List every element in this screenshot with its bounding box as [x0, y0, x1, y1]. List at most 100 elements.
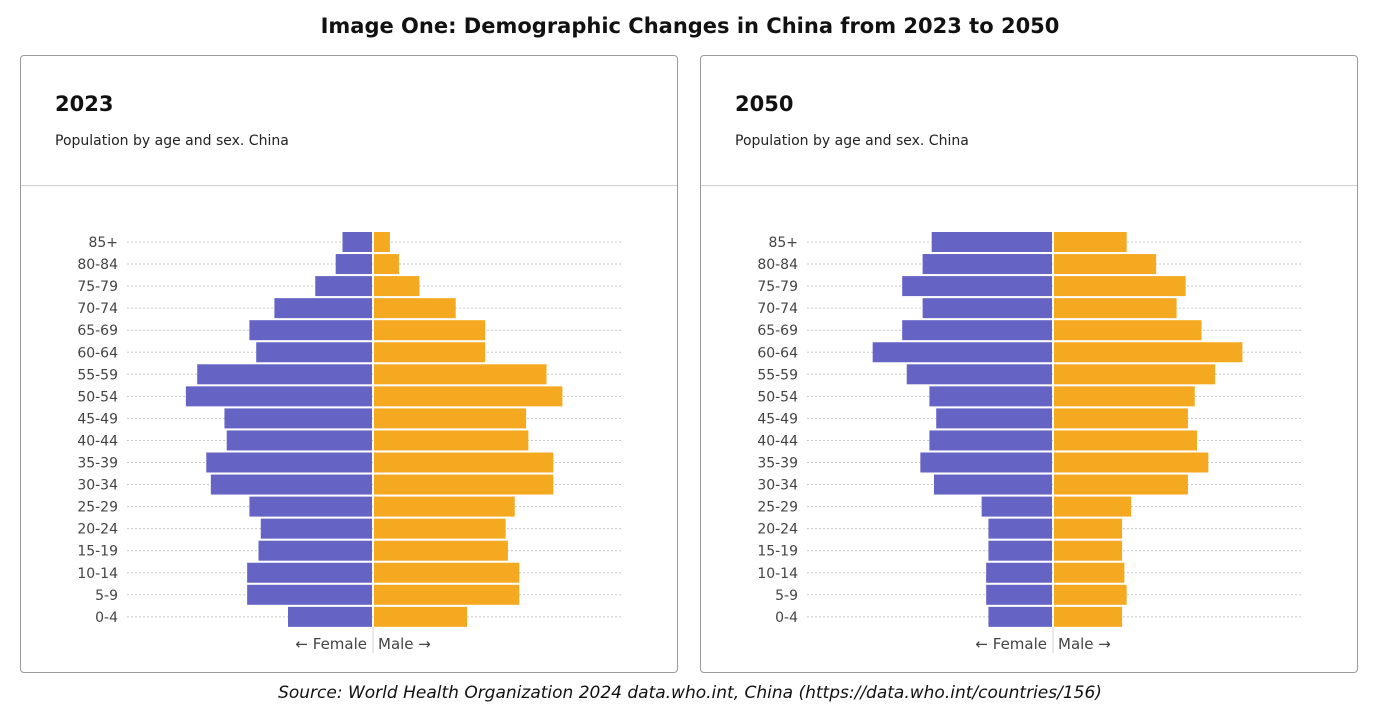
female-bar	[247, 562, 372, 583]
female-bar	[197, 364, 372, 385]
male-bar	[374, 254, 399, 275]
age-tick-label: 50-54	[757, 389, 798, 405]
male-bar	[374, 276, 420, 297]
male-bar	[1054, 386, 1195, 407]
male-bar	[374, 342, 486, 363]
age-tick-label: 35-39	[757, 456, 798, 472]
female-bar	[260, 518, 372, 539]
male-bar	[374, 540, 508, 561]
male-bar	[374, 320, 486, 341]
age-tick-label: 80-84	[757, 257, 798, 273]
panel-subtitle: Population by age and sex. China	[55, 133, 289, 149]
age-tick-label: 10-14	[757, 566, 798, 582]
age-tick-label: 40-44	[77, 433, 118, 449]
female-bar	[206, 452, 372, 473]
age-tick-label: 55-59	[757, 367, 798, 383]
male-bar	[374, 584, 520, 605]
panel-2050: 2050 Population by age and sex. China 85…	[700, 55, 1358, 673]
male-bar	[1054, 232, 1127, 252]
male-bar	[1054, 276, 1186, 297]
female-bar	[986, 562, 1052, 583]
male-bar	[374, 606, 468, 627]
panel-subtitle: Population by age and sex. China	[735, 133, 969, 149]
female-bar	[902, 276, 1052, 297]
age-tick-label: 0-4	[775, 610, 798, 626]
age-tick-label: 15-19	[757, 544, 798, 560]
panel-2023: 2023 Population by age and sex. China 85…	[20, 55, 678, 673]
age-tick-label: 30-34	[77, 478, 118, 494]
age-tick-label: 40-44	[757, 433, 798, 449]
male-bar	[1054, 584, 1127, 605]
male-axis-label: Male →	[378, 635, 431, 653]
male-bar	[1054, 518, 1123, 539]
male-bar	[1054, 496, 1132, 517]
age-tick-label: 5-9	[95, 588, 118, 604]
male-bar	[1054, 408, 1188, 429]
age-tick-label: 30-34	[757, 478, 798, 494]
male-bar	[374, 474, 554, 495]
male-bar	[1054, 562, 1125, 583]
female-bar	[922, 254, 1052, 275]
panel-divider	[701, 185, 1357, 186]
male-bar	[1054, 452, 1209, 473]
age-tick-label: 75-79	[757, 279, 798, 295]
female-bar	[988, 540, 1052, 561]
female-bar	[906, 364, 1052, 385]
source-note: Source: World Health Organization 2024 d…	[278, 683, 1102, 703]
female-bar	[210, 474, 372, 495]
main-title: Image One: Demographic Changes in China …	[320, 14, 1060, 38]
female-bar	[981, 496, 1052, 517]
male-bar	[374, 518, 506, 539]
age-tick-label: 60-64	[757, 345, 798, 361]
female-bar	[247, 584, 372, 605]
female-bar	[335, 254, 372, 275]
age-tick-label: 20-24	[757, 522, 798, 538]
female-bar	[986, 584, 1052, 605]
female-bar	[936, 408, 1052, 429]
female-bar	[342, 232, 372, 252]
male-bar	[374, 430, 529, 451]
female-bar	[922, 298, 1052, 319]
male-bar	[1054, 540, 1123, 561]
population-pyramid-2023: 85+ 80-84 75-79 70-74 65-69 60-64 55-59 50-54 45…	[77, 232, 623, 653]
male-bar	[374, 232, 390, 252]
male-bar	[1054, 254, 1157, 275]
male-bar	[374, 562, 520, 583]
male-bar	[374, 496, 515, 517]
age-tick-label: 85+	[88, 235, 118, 251]
male-bar	[374, 452, 554, 473]
male-bar	[374, 298, 456, 319]
male-bar	[1054, 298, 1177, 319]
age-tick-label: 25-29	[757, 500, 798, 516]
age-tick-label: 45-49	[757, 411, 798, 427]
male-bar	[374, 408, 527, 429]
male-bar	[1054, 342, 1243, 363]
age-tick-label: 75-79	[77, 279, 118, 295]
panel-year: 2050	[735, 92, 794, 116]
male-bar	[1054, 430, 1198, 451]
age-tick-label: 20-24	[77, 522, 118, 538]
age-tick-label: 70-74	[77, 301, 118, 317]
panel-year: 2023	[55, 92, 114, 116]
female-bar	[931, 232, 1052, 252]
female-bar	[249, 320, 372, 341]
female-axis-label: ← Female	[295, 635, 367, 653]
female-bar	[224, 408, 372, 429]
age-tick-label: 65-69	[77, 323, 118, 339]
age-tick-label: 65-69	[757, 323, 798, 339]
age-tick-label: 85+	[768, 235, 798, 251]
age-tick-label: 60-64	[77, 345, 118, 361]
age-tick-label: 10-14	[77, 566, 118, 582]
panel-divider	[21, 185, 677, 186]
female-bar	[933, 474, 1052, 495]
age-tick-label: 70-74	[757, 301, 798, 317]
age-tick-label: 25-29	[77, 500, 118, 516]
age-tick-label: 55-59	[77, 367, 118, 383]
female-axis-label: ← Female	[975, 635, 1047, 653]
female-bar	[988, 606, 1052, 627]
female-bar	[902, 320, 1052, 341]
female-bar	[226, 430, 372, 451]
age-tick-label: 5-9	[775, 588, 798, 604]
male-bar	[1054, 364, 1216, 385]
female-bar	[872, 342, 1052, 363]
